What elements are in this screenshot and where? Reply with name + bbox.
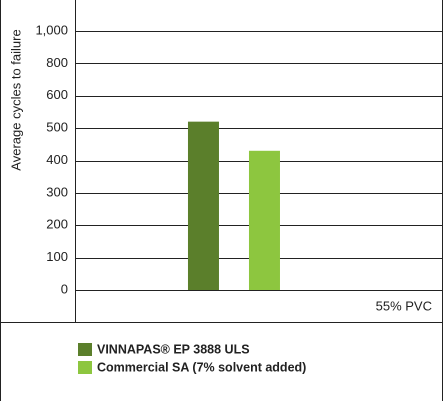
y-tick-label: 400	[46, 152, 68, 167]
y-tick-label: 1,000	[35, 22, 68, 37]
y-tick-label: 0	[61, 281, 68, 296]
bar	[248, 150, 280, 290]
y-axis-title: Average cycles to failure	[8, 29, 23, 170]
legend-swatch	[78, 343, 92, 356]
y-tick-label: 300	[46, 184, 68, 199]
legend-label: VINNAPAS® EP 3888 ULS	[97, 342, 250, 356]
x-tick-label: 55% PVC	[376, 298, 432, 313]
legend-swatch	[78, 361, 92, 374]
y-tick-label: 600	[46, 87, 68, 102]
bar	[187, 121, 219, 291]
y-tick-label: 800	[46, 55, 68, 70]
y-tick-label: 200	[46, 217, 68, 232]
y-tick-label: 500	[46, 120, 68, 135]
legend-label: Commercial SA (7% solvent added)	[97, 360, 306, 374]
y-tick-label: 100	[46, 249, 68, 264]
